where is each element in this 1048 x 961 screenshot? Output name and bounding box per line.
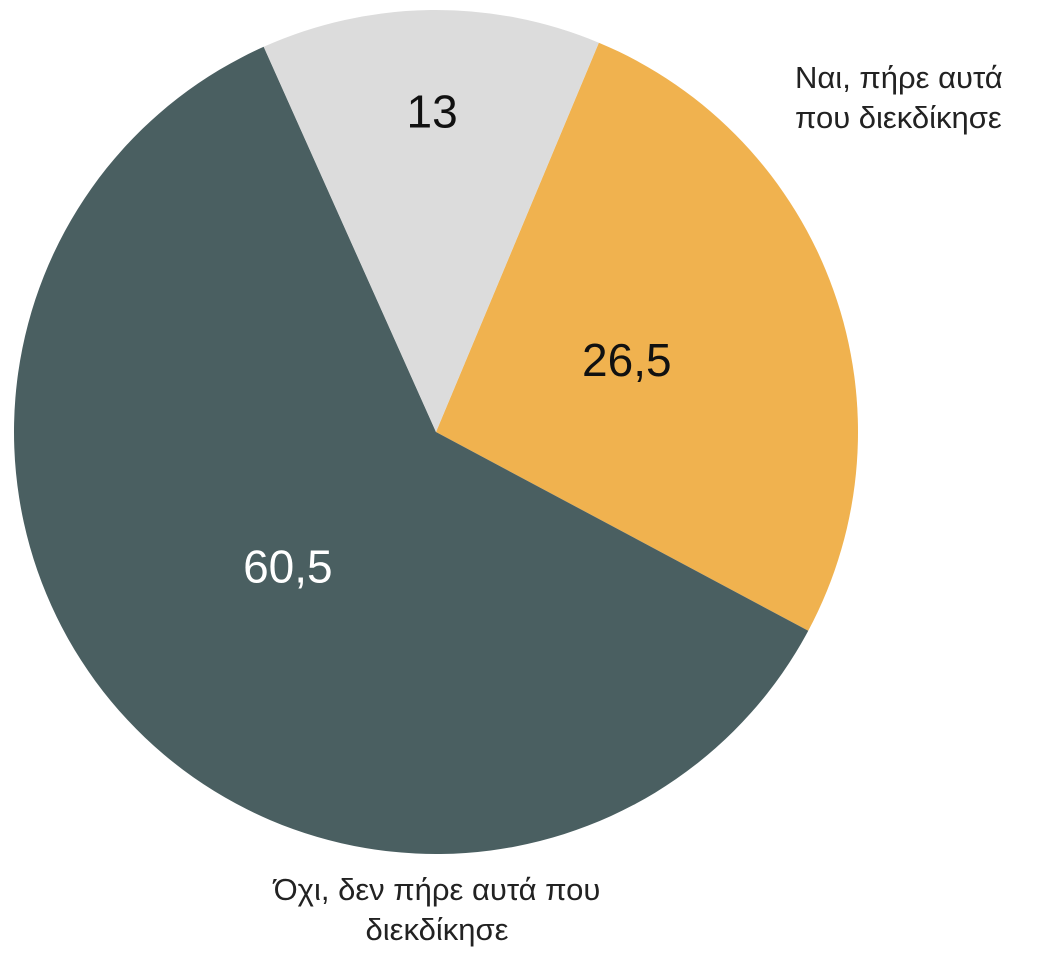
pie-slice xyxy=(263,9,599,432)
pie-slice xyxy=(14,46,809,854)
slice-label: 13 xyxy=(407,86,458,138)
pie-slice xyxy=(436,42,858,631)
slice-label: 26,5 xyxy=(582,334,672,386)
category-label: Όχι, δεν πήρε αυτά που διεκδίκησε xyxy=(273,872,601,947)
category-label: Ναι, πήρε αυτά που διεκδίκησε xyxy=(795,60,1003,135)
slice-label: 60,5 xyxy=(243,540,333,592)
